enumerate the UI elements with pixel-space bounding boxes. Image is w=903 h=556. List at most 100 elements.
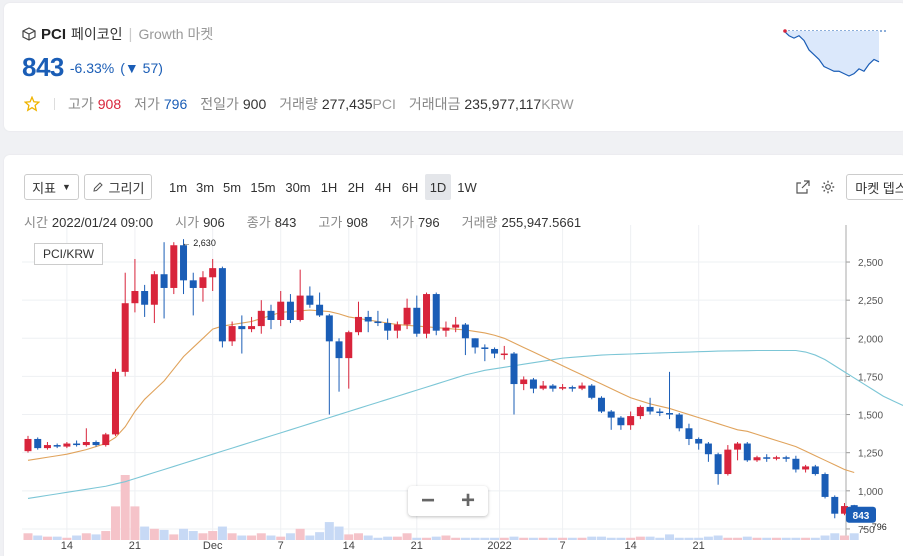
x-tick-label: 14: [61, 540, 73, 552]
candle: [160, 242, 168, 319]
candle-body: [685, 428, 693, 439]
interval-4h[interactable]: 4H: [374, 179, 392, 195]
candlestick-chart[interactable]: 2,500 2,250 2,000 1,750 1,500 1,250 1,000 750 14…: [4, 155, 903, 556]
stats-row: 고가 908 저가 796 전일가 900 거래량 277,435 PCI 거래…: [24, 94, 574, 114]
interval-15m[interactable]: 15m: [250, 179, 276, 195]
candle: [53, 443, 61, 449]
volume-bar: [295, 528, 305, 540]
stat-volume-label: 거래량: [279, 96, 318, 112]
candle: [170, 242, 178, 295]
favorite-star-icon[interactable]: [24, 96, 40, 112]
candle-body: [549, 385, 557, 389]
candle-body: [43, 445, 51, 449]
candle-body: [209, 268, 217, 278]
candle: [73, 440, 81, 447]
popout-icon[interactable]: [796, 180, 810, 194]
volume-bar: [208, 531, 218, 540]
candle: [82, 428, 90, 447]
candle: [403, 298, 411, 330]
volume-bar: [140, 526, 150, 540]
symbol: PCI: [41, 25, 67, 43]
pencil-icon: [92, 182, 103, 192]
candle: [199, 271, 207, 302]
candle-body: [627, 416, 635, 426]
interval-1h[interactable]: 1H: [320, 179, 338, 195]
gear-icon[interactable]: [821, 180, 835, 194]
candle-body: [306, 295, 314, 305]
candle-body: [539, 385, 547, 389]
candle: [209, 258, 217, 292]
info-label: 종가: [246, 215, 271, 230]
mini-sparkline: [783, 29, 887, 77]
candle: [92, 440, 100, 447]
volume-bar: [694, 537, 704, 540]
interval-1d[interactable]: 1D: [425, 174, 451, 200]
candle: [743, 442, 751, 462]
interval-30m[interactable]: 30m: [285, 179, 311, 195]
candle: [423, 292, 431, 339]
volume-bar: [762, 537, 772, 540]
interval-2h[interactable]: 2H: [347, 179, 365, 195]
candle: [646, 397, 654, 415]
candle: [763, 454, 771, 462]
candle-body: [714, 454, 722, 475]
volume-bar: [810, 537, 820, 540]
volume-bar: [616, 537, 626, 540]
ma-short-line: [27, 309, 855, 474]
interval-1m[interactable]: 1m: [168, 179, 188, 195]
volume-bar: [247, 535, 257, 540]
price-row: 843 -6.33% (▼ 57): [22, 52, 163, 83]
x-tick-label: 2022: [487, 540, 511, 552]
x-tick-label: 21: [693, 540, 705, 552]
interval-3m[interactable]: 3m: [195, 179, 215, 195]
volume-bar: [392, 536, 402, 540]
candle: [656, 408, 664, 417]
volume-bar: [353, 533, 363, 540]
candle: [257, 300, 265, 334]
candle-body: [656, 411, 664, 414]
volume-bar: [324, 522, 334, 540]
volume-bar: [733, 537, 743, 540]
stat-amount-label: 거래대금: [408, 96, 461, 112]
candle: [316, 292, 324, 317]
candle: [831, 495, 839, 519]
indicator-dropdown[interactable]: 지표 ▼: [24, 174, 79, 200]
volume-bar: [548, 537, 558, 540]
candle: [286, 294, 294, 324]
zoom-in-button[interactable]: +: [460, 487, 475, 514]
candle: [218, 266, 226, 348]
separator: |: [128, 25, 133, 43]
volume-bar: [276, 536, 286, 540]
volume-bar: [373, 537, 383, 540]
volume-bar: [256, 533, 266, 540]
y-tick-label: 2,250: [858, 296, 883, 307]
candle: [734, 442, 742, 461]
candle-body: [73, 443, 81, 446]
candle: [471, 338, 479, 354]
candle: [724, 445, 732, 476]
interval-1w[interactable]: 1W: [457, 179, 477, 195]
zoom-out-button[interactable]: −: [420, 487, 435, 514]
sparkline-start-dot: [783, 29, 787, 33]
interval-5m[interactable]: 5m: [222, 179, 242, 195]
volume-bar: [655, 537, 665, 540]
candle: [384, 318, 392, 340]
volume-bar: [334, 526, 344, 540]
volume-bar: [490, 537, 500, 540]
interval-6h[interactable]: 6H: [401, 179, 419, 195]
candle-body: [403, 307, 411, 325]
candle: [627, 411, 635, 430]
volume-bar: [422, 537, 432, 540]
candle-body: [92, 442, 100, 446]
info-label: 시간: [24, 215, 48, 230]
market-depth-button[interactable]: 마켓 뎁스: [846, 174, 903, 200]
info-value: 2022/01/24 09:00: [51, 215, 154, 230]
candle-body: [442, 327, 450, 331]
volume-bar: [460, 537, 470, 540]
volume-bar: [519, 537, 529, 540]
volume-bar: [684, 537, 694, 540]
stat-high-label: 고가: [68, 96, 94, 112]
candle: [277, 291, 285, 327]
change-percent: -6.33%: [69, 59, 115, 76]
draw-button[interactable]: 그리기: [84, 174, 152, 200]
